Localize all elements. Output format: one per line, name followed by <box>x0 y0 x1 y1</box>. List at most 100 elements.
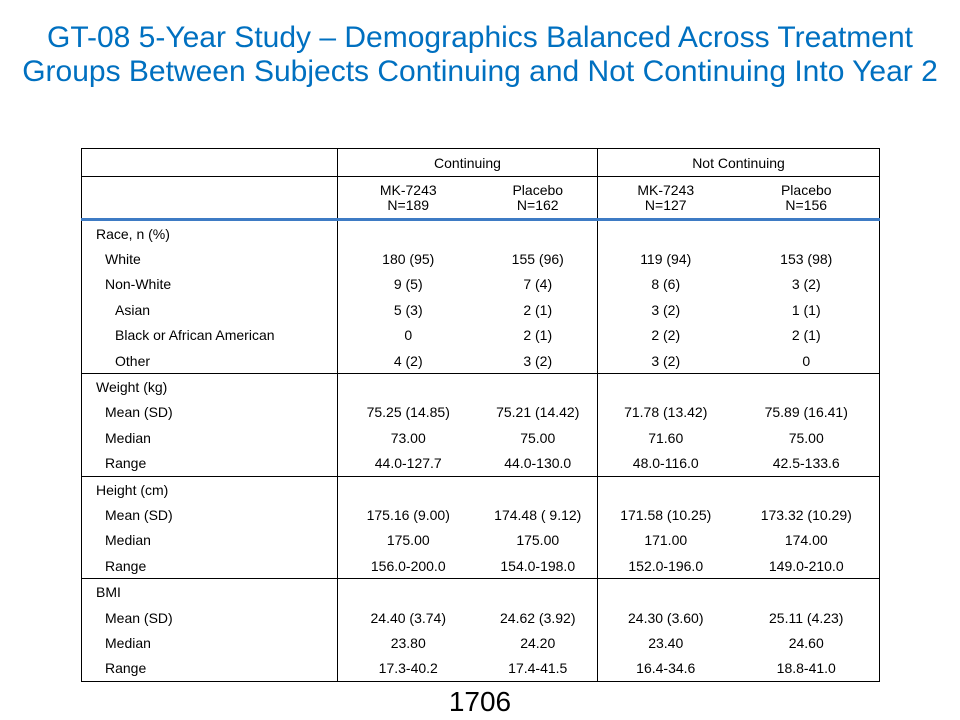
value-cell: 48.0-116.0 <box>597 450 734 477</box>
empty-cell <box>734 220 880 247</box>
group-header-continuing: Continuing <box>337 148 598 177</box>
column-header-n: N=189 <box>387 196 430 213</box>
value-cell: 3 (2) <box>597 297 734 323</box>
column-header-name: MK-7243 <box>637 181 695 198</box>
value-cell: 73.00 <box>337 425 479 451</box>
value-cell: 173.32 (10.29) <box>760 506 852 523</box>
row-label: Other <box>115 352 151 369</box>
value-cell: 4 (2) <box>337 347 479 374</box>
column-header-name: Placebo <box>512 181 564 198</box>
value-cell: 175.00 <box>337 527 479 554</box>
group-header-row: Continuing Not Continuing <box>81 148 880 177</box>
value-cell: 1 (1) <box>791 301 821 318</box>
empty-corner-cell <box>81 176 338 221</box>
value-cell: 180 (95) <box>337 246 479 272</box>
value-cell: 5 (3) <box>337 297 479 323</box>
value-cell: 153 (98) <box>780 251 833 268</box>
section-label: Race, n (%) <box>96 225 170 242</box>
empty-cell <box>597 373 734 400</box>
table-row: Black or African American 0 2 (1) 2 (2) 2 (1… <box>82 322 880 348</box>
row-label: Range <box>105 557 147 574</box>
empty-cell <box>337 373 479 400</box>
row-label: Black or African American <box>115 327 275 344</box>
section-header-row: BMI <box>81 578 880 605</box>
value-cell: 149.0-210.0 <box>768 557 844 574</box>
value-cell: 2 (1) <box>523 327 553 344</box>
section-label: Weight (kg) <box>81 373 338 400</box>
table-row: Range 17.3-40.2 17.4-41.5 16.4-34.6 18.8-41.… <box>82 655 880 682</box>
table-row: White 180 (95) 155 (96) 119 (94) 153 (98) <box>82 246 880 272</box>
column-header-row: MK-7243 N=189 Placebo N=162 MK-7243 N=127 P… <box>81 176 880 221</box>
value-cell: 44.0-127.7 <box>337 450 479 477</box>
empty-cell <box>597 219 734 247</box>
empty-cell <box>337 578 479 605</box>
column-header-n: N=162 <box>516 196 559 213</box>
column-header-placebo-not-continuing: Placebo N=156 <box>733 176 880 221</box>
row-label: Range <box>105 660 147 677</box>
value-cell: 7 (4) <box>523 276 553 293</box>
table-row: Median 73.00 75.00 71.60 75.00 <box>82 425 880 451</box>
value-cell: 23.80 <box>337 630 479 656</box>
value-cell: 17.3-40.2 <box>337 655 479 682</box>
value-cell: 171.00 <box>597 527 734 554</box>
value-cell: 23.40 <box>597 630 734 656</box>
row-label: Median <box>105 429 151 446</box>
table-row: Other 4 (2) 3 (2) 3 (2) 0 <box>82 347 880 374</box>
demographics-table: Continuing Not Continuing MK-7243 N=189 P… <box>81 148 880 683</box>
row-label: White <box>105 251 141 268</box>
value-cell: 174.00 <box>784 532 828 549</box>
column-header-name: Placebo <box>780 181 832 198</box>
value-cell: 2 (1) <box>523 301 553 318</box>
value-cell: 75.25 (14.85) <box>337 399 479 426</box>
table-row: Asian 5 (3) 2 (1) 3 (2) 1 (1) <box>82 297 880 323</box>
value-cell: 3 (2) <box>597 347 734 374</box>
section-header-row: Weight (kg) <box>81 373 880 400</box>
value-cell: 154.0-198.0 <box>500 557 576 574</box>
value-cell: 75.21 (14.42) <box>496 404 580 421</box>
row-label: Non-White <box>105 276 172 293</box>
value-cell: 18.8-41.0 <box>776 660 836 677</box>
section-header-row: Race, n (%) <box>82 219 880 247</box>
empty-cell <box>733 373 880 400</box>
value-cell: 0 <box>802 352 811 369</box>
row-label: Mean (SD) <box>105 404 173 421</box>
row-label: Range <box>105 455 147 472</box>
empty-cell <box>733 475 880 503</box>
value-cell: 24.30 (3.60) <box>597 604 734 631</box>
value-cell: 71.78 (13.42) <box>597 399 734 426</box>
table-row: Range 44.0-127.7 44.0-130.0 48.0-116.0 42.5-… <box>82 450 880 477</box>
value-cell: 24.20 <box>520 634 556 651</box>
value-cell: 171.58 (10.25) <box>597 502 734 528</box>
table-row: Non-White 9 (5) 7 (4) 8 (6) 3 (2) <box>82 271 880 298</box>
group-header-not-continuing: Not Continuing <box>597 148 880 177</box>
page-number: 1706 <box>448 686 512 717</box>
value-cell: 0 <box>337 322 479 348</box>
empty-cell <box>337 219 479 247</box>
value-cell: 42.5-133.6 <box>772 455 840 472</box>
value-cell: 119 (94) <box>597 246 734 272</box>
value-cell: 175.16 (9.00) <box>337 502 479 528</box>
value-cell: 71.60 <box>597 425 734 451</box>
value-cell: 175.00 <box>516 532 560 549</box>
value-cell: 16.4-34.6 <box>597 655 734 682</box>
slide-title: GT-08 5-Year Study – Demographics Balanc… <box>22 21 938 88</box>
section-header-row: Height (cm) <box>81 475 880 503</box>
table-row: Mean (SD) 75.25 (14.85) 75.21 (14.42) 71.78… <box>82 399 880 426</box>
empty-cell <box>597 578 734 605</box>
column-header-mk7243-continuing: MK-7243 N=189 <box>337 176 479 221</box>
empty-cell <box>478 475 598 503</box>
table-body: Race, n (%) White 180 (95) 155 (96) 119 (94)… <box>81 219 880 682</box>
empty-cell <box>478 578 598 605</box>
value-cell: 156.0-200.0 <box>337 553 479 579</box>
value-cell: 3 (2) <box>791 276 821 293</box>
table-row: Range 156.0-200.0 154.0-198.0 152.0-196.0 14… <box>82 553 880 579</box>
empty-cell <box>337 475 479 503</box>
value-cell: 44.0-130.0 <box>504 455 572 472</box>
row-label: Median <box>105 634 151 651</box>
column-header-name: MK-7243 <box>379 181 437 198</box>
value-cell: 24.60 <box>788 634 824 651</box>
row-label: Mean (SD) <box>105 506 173 523</box>
value-cell: 75.89 (16.41) <box>764 404 848 421</box>
value-cell: 3 (2) <box>523 352 553 369</box>
value-cell: 24.40 (3.74) <box>337 604 479 631</box>
